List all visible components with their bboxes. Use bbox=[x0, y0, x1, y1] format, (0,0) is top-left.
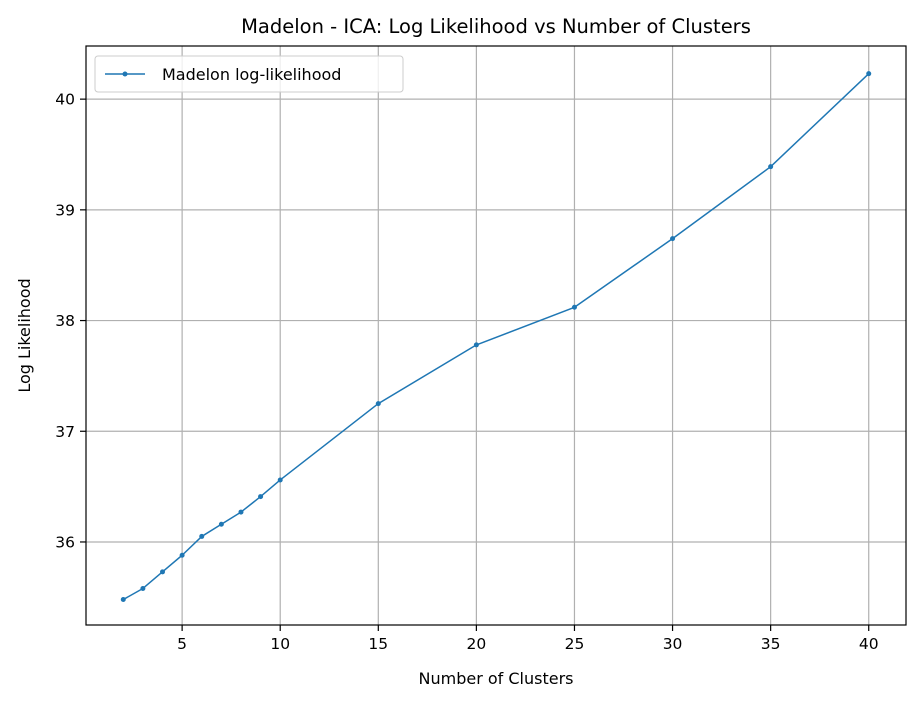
x-tick-label: 25 bbox=[565, 635, 585, 653]
data-point bbox=[571, 304, 577, 310]
x-tick-label: 30 bbox=[663, 635, 683, 653]
axis-ticks: 5 10 15 20 25 30 35 40 36 37 38 39 40 bbox=[55, 91, 878, 653]
x-tick-label: 5 bbox=[177, 635, 187, 653]
data-point bbox=[768, 164, 774, 170]
chart-title: Madelon - ICA: Log Likelihood vs Number … bbox=[241, 15, 751, 38]
data-point bbox=[866, 71, 872, 77]
data-point bbox=[375, 401, 381, 407]
x-tick-label: 15 bbox=[368, 635, 388, 653]
y-tick-label: 40 bbox=[55, 91, 75, 109]
data-point bbox=[218, 521, 224, 527]
data-point bbox=[238, 509, 244, 515]
grid bbox=[86, 46, 906, 625]
legend-box bbox=[94, 55, 404, 93]
y-axis-label: Log Likelihood bbox=[15, 278, 34, 392]
x-tick-label: 10 bbox=[270, 635, 290, 653]
data-point bbox=[120, 597, 126, 603]
x-axis-label: Number of Clusters bbox=[419, 669, 574, 688]
legend: Madelon log-likelihood bbox=[94, 55, 404, 93]
x-tick-label: 35 bbox=[761, 635, 781, 653]
data-point bbox=[473, 342, 479, 348]
data-point bbox=[140, 585, 146, 591]
data-point bbox=[670, 236, 676, 242]
y-tick-label: 38 bbox=[55, 312, 75, 330]
data-point bbox=[179, 552, 185, 558]
series-layer bbox=[120, 71, 872, 603]
plot-frame bbox=[85, 45, 907, 626]
y-tick-label: 36 bbox=[55, 533, 75, 551]
y-tick-label: 39 bbox=[55, 201, 75, 219]
data-point bbox=[160, 569, 166, 575]
legend-marker-sample bbox=[122, 71, 128, 77]
y-tick-label: 37 bbox=[55, 423, 75, 441]
x-tick-label: 20 bbox=[467, 635, 487, 653]
data-point bbox=[277, 477, 283, 483]
data-point bbox=[258, 494, 264, 500]
data-point bbox=[199, 533, 205, 539]
legend-entry-label: Madelon log-likelihood bbox=[162, 65, 341, 84]
x-tick-label: 40 bbox=[859, 635, 879, 653]
